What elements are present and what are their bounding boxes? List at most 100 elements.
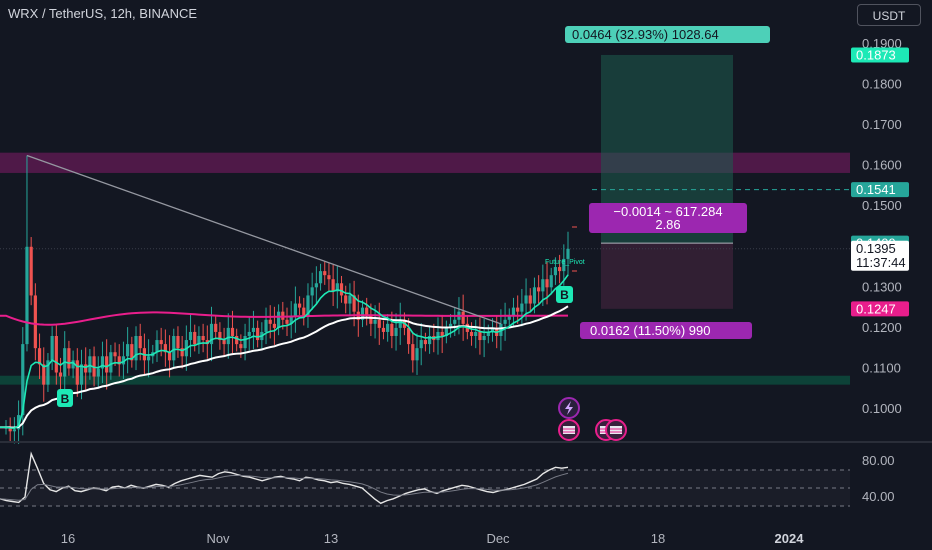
candle-body — [314, 283, 318, 288]
candle-body — [415, 348, 419, 361]
candle-body — [532, 287, 537, 304]
buy-marker-label: B — [560, 288, 569, 302]
target-stats-label: 0.0464 (32.93%) 1028.64 — [572, 27, 719, 42]
candle-body — [12, 429, 16, 432]
candle-body — [507, 315, 511, 320]
y-tick-label: 0.1300 — [862, 279, 902, 294]
price-tag-label: 0.1395 — [856, 241, 896, 256]
candle-body — [318, 271, 323, 284]
candle-body — [58, 372, 63, 377]
candle-body — [67, 348, 71, 369]
candle-body — [302, 307, 306, 316]
flag-icon-glyph — [610, 426, 622, 434]
candle-body — [407, 327, 411, 345]
candle-body — [75, 360, 79, 385]
candle-body — [285, 319, 289, 324]
candle-body — [381, 327, 386, 332]
candle-body — [167, 352, 172, 361]
y-tick-label: 0.1900 — [862, 36, 902, 51]
price-tag-label: 0.1247 — [856, 301, 896, 316]
buy-marker-left — [57, 389, 73, 407]
candle-body — [427, 336, 432, 345]
future-pivot-label: Future_Pivot — [545, 259, 585, 266]
candle-body — [310, 287, 314, 296]
candle-body — [398, 319, 402, 328]
price-tag-label: 0.1541 — [856, 182, 896, 197]
flag-icon-glyph — [563, 426, 575, 434]
y-tick-label: 0.1700 — [862, 117, 902, 132]
candle-body — [126, 344, 130, 357]
x-tick-label: 13 — [324, 531, 338, 546]
candle-body — [503, 319, 507, 324]
candle-body — [155, 340, 159, 353]
candle-body — [197, 336, 201, 345]
candle-body — [394, 327, 398, 336]
candle-body — [96, 368, 100, 377]
candle-body — [50, 336, 54, 361]
candle-body — [562, 258, 566, 272]
candle-body — [272, 323, 277, 328]
candle-body — [411, 344, 415, 361]
candle-body — [352, 295, 356, 312]
candle-body — [226, 327, 230, 345]
candle-body — [42, 364, 46, 385]
candle-body — [121, 356, 126, 365]
candle-body — [444, 327, 448, 336]
x-tick-label: 16 — [61, 531, 75, 546]
candle-body — [201, 336, 205, 341]
candle-body — [79, 364, 84, 385]
candle-body — [558, 267, 562, 272]
candle-body — [306, 295, 310, 316]
candle-body — [453, 319, 457, 324]
candle-body — [172, 336, 176, 361]
risk-ratio-value: 2.86 — [655, 217, 680, 232]
x-tick-label: Nov — [206, 531, 230, 546]
candle-body — [230, 327, 235, 336]
y-tick-label: 0.1200 — [862, 320, 902, 335]
candle-body — [478, 331, 482, 341]
chart-title: WRX / TetherUS, 12h, BINANCE — [8, 6, 198, 21]
candle-body — [541, 279, 545, 292]
candle-body — [293, 303, 297, 316]
candle-body — [105, 356, 109, 373]
candle-body — [549, 275, 553, 288]
x-tick-label: Dec — [486, 531, 510, 546]
candle-body — [289, 315, 293, 324]
candle-body — [448, 323, 453, 328]
buy-marker-left-label: B — [61, 392, 70, 406]
candle-body — [553, 267, 558, 276]
candle-body — [109, 352, 113, 373]
candle-body — [134, 336, 138, 361]
price-tag — [851, 182, 909, 198]
candle-body — [33, 295, 37, 349]
candle-body — [390, 323, 394, 336]
candle-body — [369, 315, 373, 324]
candle-body — [243, 336, 247, 349]
candle-body — [482, 336, 486, 341]
currency-button[interactable]: USDT — [857, 4, 921, 26]
candle-body — [277, 311, 281, 328]
ema-teal-line — [0, 274, 569, 430]
candle-body — [474, 331, 478, 336]
candle-body — [209, 323, 214, 345]
candle-body — [117, 356, 121, 365]
candle-body — [335, 283, 339, 292]
candle-body — [100, 356, 105, 369]
candle-body — [163, 344, 167, 353]
stop-stats-label: 0.0162 (11.50%) 990 — [590, 323, 710, 338]
candle-body — [84, 364, 88, 373]
trendline — [26, 154, 502, 325]
candle-body — [138, 336, 142, 349]
y-tick-label: 0.1800 — [862, 77, 902, 92]
y-tick-label: 0.1000 — [862, 401, 902, 416]
candle-body — [486, 331, 490, 336]
candle-body — [520, 303, 524, 312]
candle-body — [222, 340, 226, 345]
candle-body — [524, 295, 528, 304]
candle-body — [423, 340, 428, 345]
candle-body — [21, 344, 25, 416]
candle-body — [373, 319, 377, 324]
candle-body — [54, 336, 58, 373]
candle-body — [235, 336, 239, 345]
